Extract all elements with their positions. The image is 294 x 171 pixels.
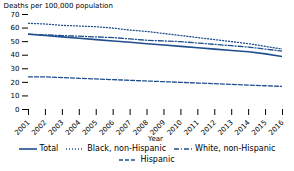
svg-text:2011: 2011 — [183, 119, 201, 137]
svg-text:0: 0 — [15, 106, 19, 114]
svg-text:70: 70 — [11, 11, 20, 19]
svg-text:2013: 2013 — [216, 119, 234, 137]
svg-text:2016: 2016 — [267, 118, 286, 137]
html-text:Hispanic: Hispanic — [140, 155, 175, 164]
svg-text:50: 50 — [11, 38, 20, 46]
svg-text:20: 20 — [11, 79, 20, 87]
svg-text:10: 10 — [11, 92, 20, 100]
svg-text:2010: 2010 — [166, 119, 184, 137]
svg-text:2006: 2006 — [98, 118, 117, 137]
svg-text:2007: 2007 — [115, 119, 133, 137]
svg-text:Year: Year — [147, 135, 163, 143]
svg-text:2003: 2003 — [47, 119, 65, 137]
svg-text:Deaths per 100,000 population: Deaths per 100,000 population — [4, 2, 113, 10]
svg-text:2014: 2014 — [233, 118, 252, 137]
html-text:Total: Total — [39, 144, 59, 153]
html-text:Black, non-Hispanic: Black, non-Hispanic — [87, 144, 166, 153]
svg-text:30: 30 — [11, 65, 20, 73]
svg-text:2009: 2009 — [148, 118, 167, 137]
svg-text:2012: 2012 — [200, 119, 218, 137]
html-text:White, non-Hispanic: White, non-Hispanic — [195, 144, 276, 153]
svg-text:2002: 2002 — [30, 119, 48, 137]
svg-text:2008: 2008 — [131, 118, 150, 137]
svg-text:40: 40 — [11, 51, 20, 59]
svg-text:2015: 2015 — [250, 119, 268, 137]
svg-text:60: 60 — [11, 24, 20, 32]
svg-text:2001: 2001 — [13, 119, 31, 137]
svg-text:2005: 2005 — [81, 119, 99, 137]
svg-text:2004: 2004 — [64, 118, 83, 137]
